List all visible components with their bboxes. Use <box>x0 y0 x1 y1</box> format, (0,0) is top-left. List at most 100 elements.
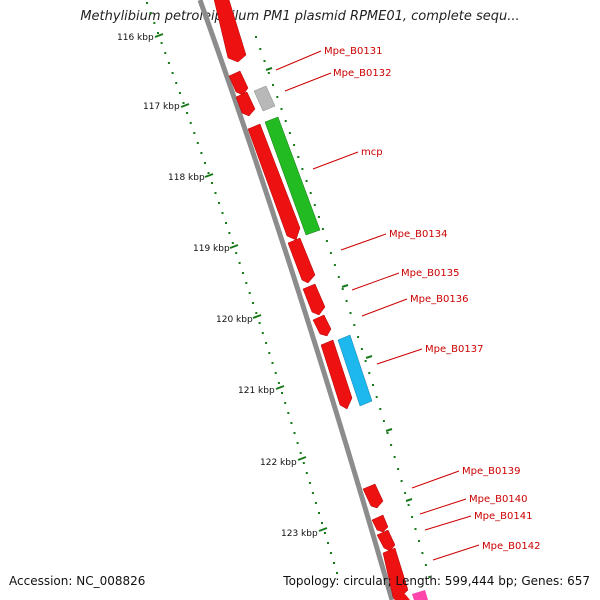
outer-track-dot <box>297 156 300 158</box>
outer-track-dot <box>305 180 308 182</box>
gc-track-dot <box>287 412 290 414</box>
svg-text:118 kbp: 118 kbp <box>168 173 205 183</box>
gc-track-dot <box>228 232 231 234</box>
outer-track-dot <box>309 192 312 194</box>
gene-label-mpe-b0139[interactable]: Mpe_B0139 <box>462 466 520 477</box>
gc-track-dot <box>153 22 156 24</box>
outer-track-dot <box>390 444 393 446</box>
gc-track-dot <box>308 482 311 484</box>
gene-label-mcp[interactable]: mcp <box>361 147 383 158</box>
gene-feature-mpe-b0132[interactable] <box>235 91 256 117</box>
gc-track-dot <box>167 62 170 64</box>
gc-track-dot <box>182 102 185 104</box>
gene-feature-bottom-red[interactable] <box>393 594 410 600</box>
gc-track-dot <box>299 452 302 454</box>
gc-track-dot <box>231 242 234 244</box>
gene-feature-top[interactable] <box>213 0 247 63</box>
ruler-tick-121: 121 kbp <box>238 385 285 396</box>
gc-track-dot <box>196 142 199 144</box>
outer-track-dot <box>255 36 257 38</box>
outer-track-dot <box>357 336 360 338</box>
gene-label-mpe-b0136[interactable]: Mpe_B0136 <box>410 294 468 305</box>
gc-track-dot <box>305 472 308 474</box>
gene-label-mpe-b0142[interactable]: Mpe_B0142 <box>482 541 540 552</box>
outer-track-dot <box>360 348 363 350</box>
outer-track-dot <box>345 300 348 302</box>
gene-feature-mcp[interactable] <box>264 116 321 236</box>
gene-feature-mpe-b0141[interactable] <box>376 529 396 552</box>
backbone-line <box>197 0 395 600</box>
svg-text:120 kbp: 120 kbp <box>216 315 253 325</box>
gene-label-mpe-b0135[interactable]: Mpe_B0135 <box>401 268 459 279</box>
gc-track-dot <box>277 382 280 384</box>
outer-track-dot <box>333 264 336 266</box>
outer-track-dot <box>313 204 316 206</box>
outer-track-dot <box>321 228 324 230</box>
ruler-tick-123: 123 kbp <box>281 527 328 539</box>
outer-track-dot <box>276 96 279 98</box>
gc-track-dot <box>255 312 258 314</box>
gene-feature-pseudo[interactable] <box>253 85 276 112</box>
outer-track-dot <box>267 72 270 74</box>
gc-track-dot <box>204 162 206 164</box>
gc-track-dot <box>268 352 271 354</box>
svg-text:119 kbp: 119 kbp <box>193 244 230 254</box>
gene-feature-mpe-b0137-red[interactable] <box>320 339 353 410</box>
label-leaders <box>275 50 480 561</box>
map-title: Methylibium petroleiphilum PM1 plasmid R… <box>80 9 520 24</box>
gc-track-dot <box>333 562 335 564</box>
outer-track-dot <box>404 492 407 494</box>
gc-track-dot <box>218 202 220 204</box>
gc-track-dot <box>336 572 338 574</box>
outer-track-dot <box>272 84 274 86</box>
gc-track-dot <box>200 152 203 154</box>
gc-track-dot <box>274 372 277 374</box>
gc-track-dot <box>271 362 274 364</box>
gc-track-dot <box>221 212 224 214</box>
gc-track-dot <box>318 512 320 514</box>
gene-feature-mpe-b0131[interactable] <box>228 70 249 96</box>
gc-track-dot <box>175 82 178 84</box>
gene-feature-mpe-b0139[interactable] <box>362 483 384 509</box>
gene-feature-mpe-b0134[interactable] <box>287 237 316 284</box>
gc-track-dot <box>211 182 213 184</box>
gene-feature-mpe-b0136[interactable] <box>312 314 332 337</box>
gene-features <box>213 0 428 600</box>
gene-feature-bottom-pink[interactable] <box>412 590 428 600</box>
gc-track-dot <box>258 322 261 324</box>
gene-feature-blue[interactable] <box>337 334 373 407</box>
gene-label-mpe-b0131[interactable]: Mpe_B0131 <box>324 46 382 57</box>
svg-text:117 kbp: 117 kbp <box>143 102 180 112</box>
gc-track-dot <box>245 282 248 284</box>
outer-track-dot <box>407 504 410 506</box>
gc-track-dot <box>149 12 152 14</box>
svg-text:116 kbp: 116 kbp <box>117 33 154 43</box>
gc-track-dot <box>157 32 159 34</box>
ruler-tick-117: 117 kbp <box>143 102 190 112</box>
outer-track-dot <box>379 408 382 410</box>
gene-feature-mpe-b0135[interactable] <box>302 283 326 316</box>
outer-track-dot <box>375 396 378 398</box>
gene-label-mpe-b0132[interactable]: Mpe_B0132 <box>333 68 391 79</box>
outer-track-dot <box>393 456 396 458</box>
gene-label-mpe-b0134[interactable]: Mpe_B0134 <box>389 229 447 240</box>
gc-track-dot <box>293 432 296 434</box>
gene-label-mpe-b0137[interactable]: Mpe_B0137 <box>425 344 483 355</box>
gene-label-mpe-b0140[interactable]: Mpe_B0140 <box>469 494 527 505</box>
gene-feature-mpe-b0140[interactable] <box>371 514 389 533</box>
outer-track-dot <box>349 312 352 314</box>
outer-track-dot <box>418 540 420 542</box>
outer-track-dot <box>263 60 266 62</box>
gene-label-mpe-b0141[interactable]: Mpe_B0141 <box>474 511 532 522</box>
ruler: 116 kbp 117 kbp 118 kbp 119 kbp 120 kbp … <box>117 33 328 539</box>
gene-labels: Mpe_B0131 Mpe_B0132 mcp Mpe_B0134 Mpe_B0… <box>324 46 540 552</box>
outer-track-dot <box>288 132 291 134</box>
outer-track-dot <box>337 276 340 278</box>
accession-text: Accession: NC_008826 <box>9 574 146 588</box>
gc-track-dot <box>281 392 283 394</box>
gc-track-dot <box>242 272 244 274</box>
gc-track-dot <box>189 122 192 124</box>
outer-track-dot <box>280 108 283 110</box>
gc-track-dot <box>265 342 268 344</box>
gene-feature-long-red[interactable] <box>247 123 301 241</box>
